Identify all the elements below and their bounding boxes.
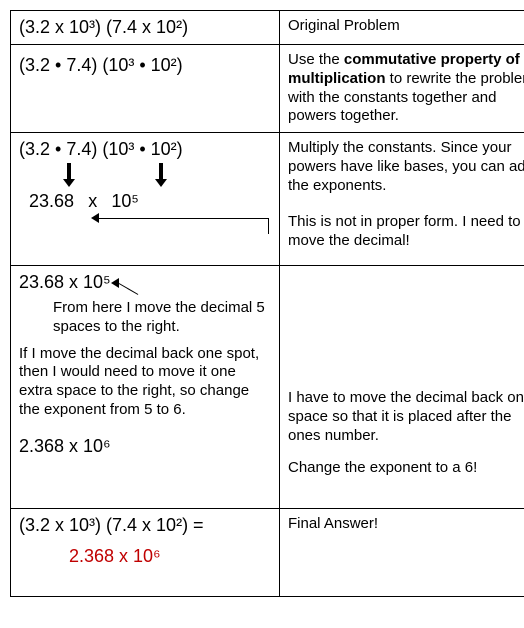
result-a: 23.68 xyxy=(29,191,74,211)
explanation-text: Change the exponent to a 6! xyxy=(288,459,524,478)
result-b: 10⁵ xyxy=(111,191,138,211)
explanation-text: Multiply the constants. Since your power… xyxy=(288,139,524,195)
cell-explanation: Final Answer! xyxy=(280,509,524,597)
explanation-text: Original Problem xyxy=(288,17,400,34)
arrow-down-icon xyxy=(159,163,163,181)
arrow-line xyxy=(268,218,269,234)
table-row: (3.2 • 7.4) (10³ • 10²) Use the commutat… xyxy=(11,45,524,133)
note-text: If I move the decimal back one spot, the… xyxy=(19,345,271,420)
expression-text: (3.2 • 7.4) (10³ • 10²) xyxy=(19,55,183,75)
cell-explanation: Use the commutative property of multipli… xyxy=(280,45,524,133)
cell-expression: (3.2 • 7.4) (10³ • 10²) 23.68 x 10⁵ xyxy=(11,133,280,266)
expression-text: (3.2 x 10³) (7.4 x 10²) = xyxy=(19,515,271,536)
expression-text: 2.368 x 10⁶ xyxy=(19,436,271,457)
final-answer: 2.368 x 10⁶ xyxy=(69,546,271,567)
cell-explanation: Original Problem xyxy=(280,11,524,45)
explanation-text: This is not in proper form. I need to mo… xyxy=(288,213,524,251)
text-span: From here I move the decimal 5 spaces to… xyxy=(53,299,265,335)
explanation-text: Use the commutative property of multipli… xyxy=(288,51,524,124)
cell-expression: (3.2 x 10³) (7.4 x 10²) xyxy=(11,11,280,45)
arrow-left-icon xyxy=(91,213,99,223)
table-row: (3.2 x 10³) (7.4 x 10²) Original Problem xyxy=(11,11,524,45)
explanation-text: I have to move the decimal back one spac… xyxy=(288,389,524,445)
worked-example-table: (3.2 x 10³) (7.4 x 10²) Original Problem… xyxy=(10,10,524,597)
arrow-line xyxy=(99,218,269,219)
table-row: 23.68 x 10⁵ From here I move the decimal… xyxy=(11,266,524,509)
expression-text: (3.2 • 7.4) (10³ • 10²) xyxy=(19,139,271,160)
explanation-text: Final Answer! xyxy=(288,515,378,532)
text-span: Use the xyxy=(288,51,344,68)
table-row: (3.2 x 10³) (7.4 x 10²) = 2.368 x 10⁶ Fi… xyxy=(11,509,524,597)
cell-expression: (3.2 x 10³) (7.4 x 10²) = 2.368 x 10⁶ xyxy=(11,509,280,597)
note-text: From here I move the decimal 5 spaces to… xyxy=(53,299,271,337)
expression-text: 23.68 x 10⁵ xyxy=(19,272,271,293)
expression-text: (3.2 x 10³) (7.4 x 10²) xyxy=(19,17,188,37)
result-op: x xyxy=(88,191,97,211)
cell-expression: (3.2 • 7.4) (10³ • 10²) xyxy=(11,45,280,133)
cell-explanation: I have to move the decimal back one spac… xyxy=(280,266,524,509)
cell-expression: 23.68 x 10⁵ From here I move the decimal… xyxy=(11,266,280,509)
table-row: (3.2 • 7.4) (10³ • 10²) 23.68 x 10⁵ Mult… xyxy=(11,133,524,266)
cell-explanation: Multiply the constants. Since your power… xyxy=(280,133,524,266)
arrow-down-icon xyxy=(67,163,71,181)
